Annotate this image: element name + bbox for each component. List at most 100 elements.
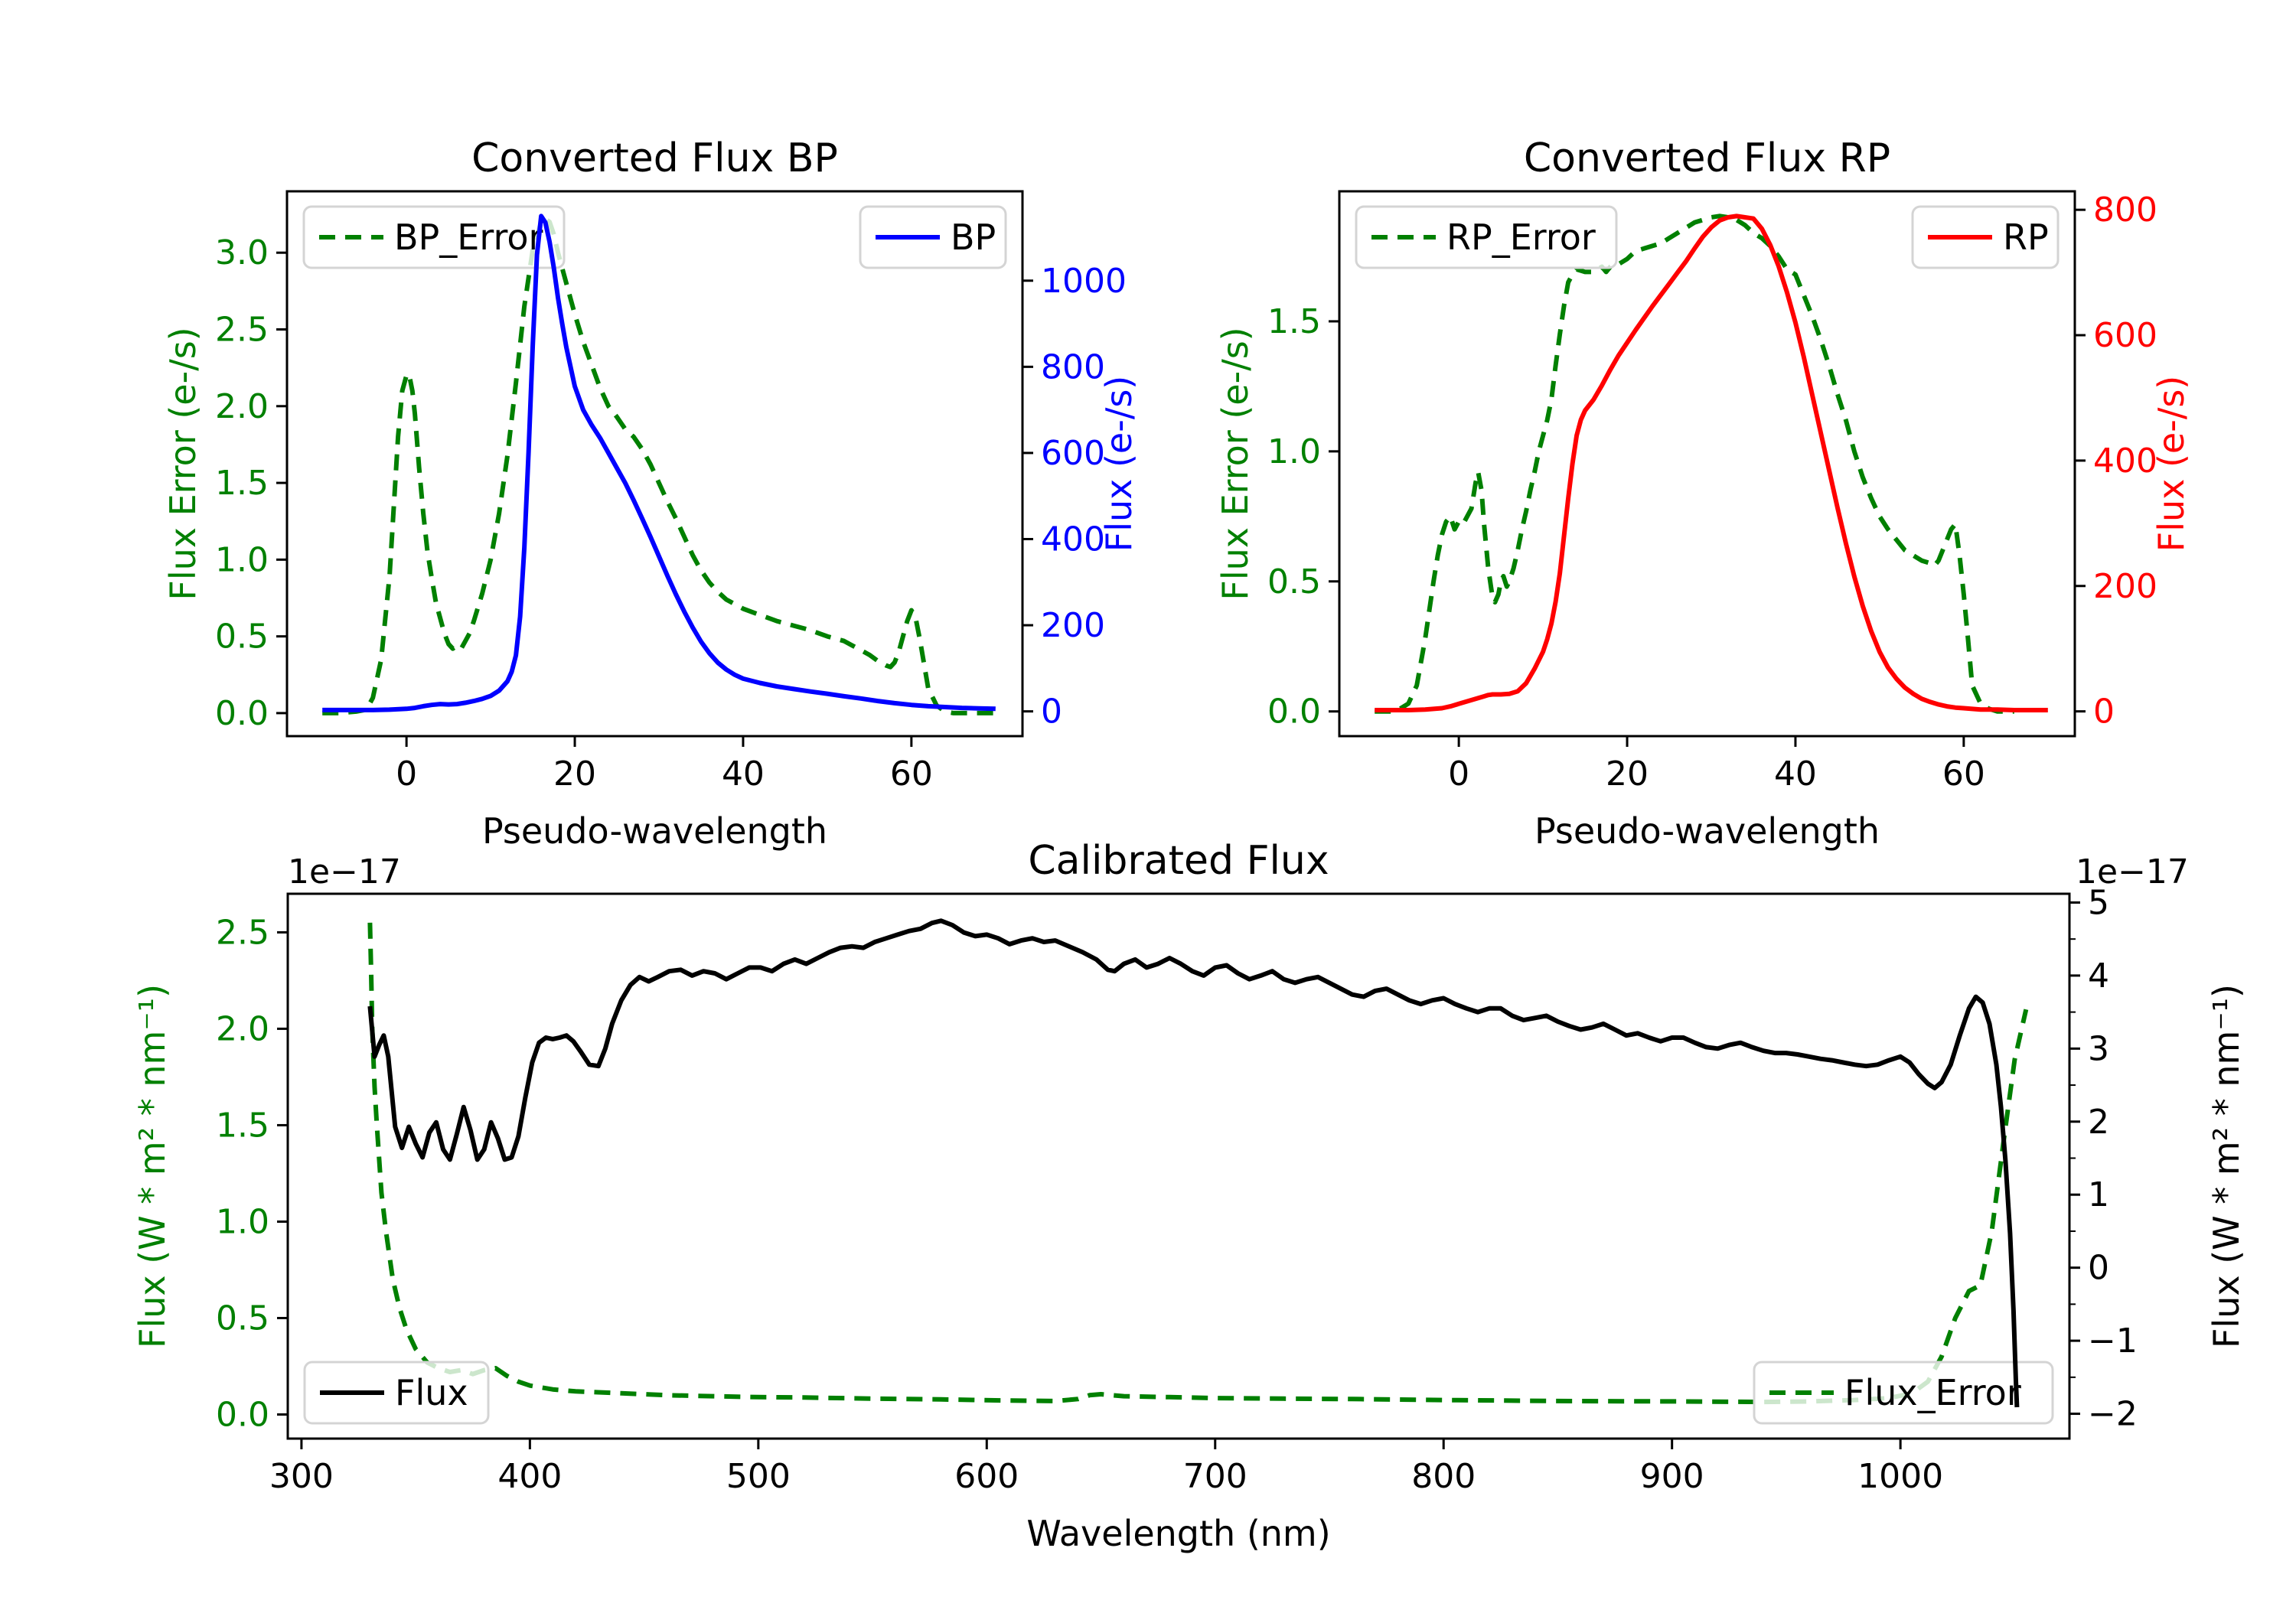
legend-box [1355, 205, 1618, 269]
left-axis-label: Flux (W * m² * nm⁻¹) [132, 984, 173, 1348]
right-axis-label: Flux (W * m² * nm⁻¹) [2206, 984, 2247, 1348]
x-axis: 0 20 40 60 Pseudo-wavelength [1448, 736, 1985, 852]
flux-error-legend: Flux_Error [1753, 1361, 2054, 1425]
right-offset-text: 1e−17 [2076, 852, 2189, 891]
rp-line [1375, 213, 2048, 712]
legend-box [1753, 1361, 2054, 1425]
x-tick-label: 60 [890, 754, 933, 794]
left-axis: 0.0 0.5 1.0 1.5 2.0 2.5 3.0 Flux Error (e-/s) [162, 233, 287, 733]
axes-frame [1338, 190, 2076, 738]
left-tick-label: 1.0 [1267, 432, 1321, 471]
x-tick-label: 20 [553, 754, 596, 794]
left-tick-label: 1.5 [216, 1106, 269, 1145]
right-tick-label: 4 [2088, 957, 2109, 996]
left-axis: 0.0 0.5 1.0 1.5 Flux Error (e-/s) [1215, 302, 1339, 732]
x-tick-label: 400 [497, 1457, 562, 1496]
legend-box [303, 1361, 490, 1425]
right-tick-label: 800 [2093, 191, 2157, 230]
left-tick-label: 0.5 [1267, 562, 1321, 601]
x-tick-label: 500 [726, 1457, 791, 1496]
legend-box [302, 205, 566, 269]
x-axis: 0 20 40 60 Pseudo-wavelength [396, 736, 933, 852]
rp-chart: RP_Error RP 0 20 40 60 Pseudo-wavelength 0.0 0.5… [1215, 135, 2192, 852]
left-tick-label: 0.0 [215, 694, 269, 733]
right-tick-label: 200 [2093, 567, 2157, 606]
bp-title: Converted Flux BP [471, 135, 838, 181]
axes-frame [286, 892, 2071, 1440]
right-axis: 0 200 400 600 800 Flux (e-/s) [2075, 191, 2192, 732]
x-tick-label: 60 [1942, 754, 1985, 794]
left-tick-label: 2.0 [216, 1009, 269, 1048]
left-tick-label: 2.5 [215, 311, 269, 350]
x-tick-label: 20 [1606, 754, 1649, 794]
x-axis-label: Pseudo-wavelength [1534, 810, 1880, 852]
bp-line [322, 213, 996, 712]
left-tick-label: 2.5 [216, 913, 269, 952]
right-tick-label: 0 [2088, 1249, 2109, 1288]
x-axis: 300 400 500 600 700 800 900 1000 Wavelength (nm) [269, 1439, 1943, 1554]
rp-error-legend: RP_Error [1355, 205, 1618, 269]
left-tick-label: 3.0 [215, 233, 269, 272]
right-axis-label: Flux (e-/s) [1098, 376, 1140, 552]
x-tick-label: 800 [1411, 1457, 1476, 1496]
rp-title: Converted Flux RP [1524, 135, 1890, 181]
right-tick-label: 3 [2088, 1029, 2109, 1068]
x-tick-label: 1000 [1857, 1457, 1943, 1496]
right-axis: −2 −1 0 1 2 3 4 5 Flux (W * m² * nm⁻¹) [2069, 883, 2247, 1434]
left-offset-text: 1e−17 [288, 852, 401, 891]
right-tick-label: 600 [1041, 434, 1105, 473]
right-axis: 0 200 400 600 800 1000 Flux (e-/s) [1022, 262, 1140, 732]
bp-error-line [322, 217, 996, 715]
left-tick-label: 1.0 [215, 540, 269, 579]
right-tick-label: 0 [1041, 693, 1062, 732]
left-tick-label: 1.0 [216, 1202, 269, 1241]
left-tick-label: 1.5 [1267, 302, 1321, 341]
x-tick-label: 0 [1448, 754, 1469, 794]
x-tick-label: 0 [396, 754, 417, 794]
rp-legend: RP [1911, 205, 2060, 269]
right-tick-label: 200 [1041, 606, 1105, 645]
legend-label: BP [951, 217, 996, 258]
left-axis-label: Flux Error (e-/s) [1215, 327, 1256, 600]
x-tick-label: 40 [1774, 754, 1817, 794]
left-tick-label: 0.5 [216, 1299, 269, 1338]
flux-legend: Flux [303, 1361, 490, 1425]
calibrated-chart: Flux_Error Flux 300 400 500 600 700 800 900 1000 W… [132, 838, 2247, 1554]
right-tick-label: 600 [2093, 316, 2157, 355]
right-tick-label: 400 [1041, 520, 1105, 559]
x-axis-label: Pseudo-wavelength [482, 810, 827, 852]
x-axis-label: Wavelength (nm) [1026, 1513, 1330, 1554]
left-tick-label: 0.0 [1267, 693, 1321, 732]
left-tick-label: 1.5 [215, 464, 269, 503]
right-tick-label: 400 [2093, 442, 2157, 481]
left-tick-label: 0.0 [216, 1395, 269, 1434]
right-tick-label: 1 [2088, 1175, 2109, 1214]
left-axis: 0.0 0.5 1.0 1.5 2.0 2.5 Flux (W * m² * nm⁻¹) [132, 913, 288, 1434]
bp-legend: BP [859, 205, 1007, 269]
x-tick-label: 700 [1183, 1457, 1247, 1496]
calibrated-title: Calibrated Flux [1028, 838, 1329, 884]
flux-line [367, 918, 2020, 1408]
bp-error-legend: BP_Error [302, 205, 566, 269]
right-tick-label: 1000 [1041, 262, 1127, 301]
legend-label: Flux [395, 1372, 468, 1413]
bp-chart: BP_Error BP 0 20 40 60 Pseudo-wavelength 0.0 0.5… [162, 135, 1140, 852]
right-tick-label: 0 [2093, 693, 2115, 732]
right-tick-label: 2 [2088, 1103, 2109, 1142]
x-tick-label: 600 [954, 1457, 1019, 1496]
right-tick-label: −1 [2088, 1322, 2138, 1361]
left-tick-label: 0.5 [215, 618, 269, 657]
right-tick-label: 800 [1041, 347, 1105, 386]
legend-label: BP_Error [394, 217, 543, 258]
right-axis-label: Flux (e-/s) [2151, 376, 2192, 552]
legend-label: RP [2003, 217, 2049, 258]
rp-error-line [1375, 213, 2014, 714]
right-tick-label: −2 [2088, 1395, 2138, 1434]
left-axis-label: Flux Error (e-/s) [162, 327, 204, 600]
x-tick-label: 300 [269, 1457, 334, 1496]
x-tick-label: 40 [722, 754, 765, 794]
x-tick-label: 900 [1640, 1457, 1704, 1496]
legend-label: RP_Error [1446, 217, 1596, 258]
